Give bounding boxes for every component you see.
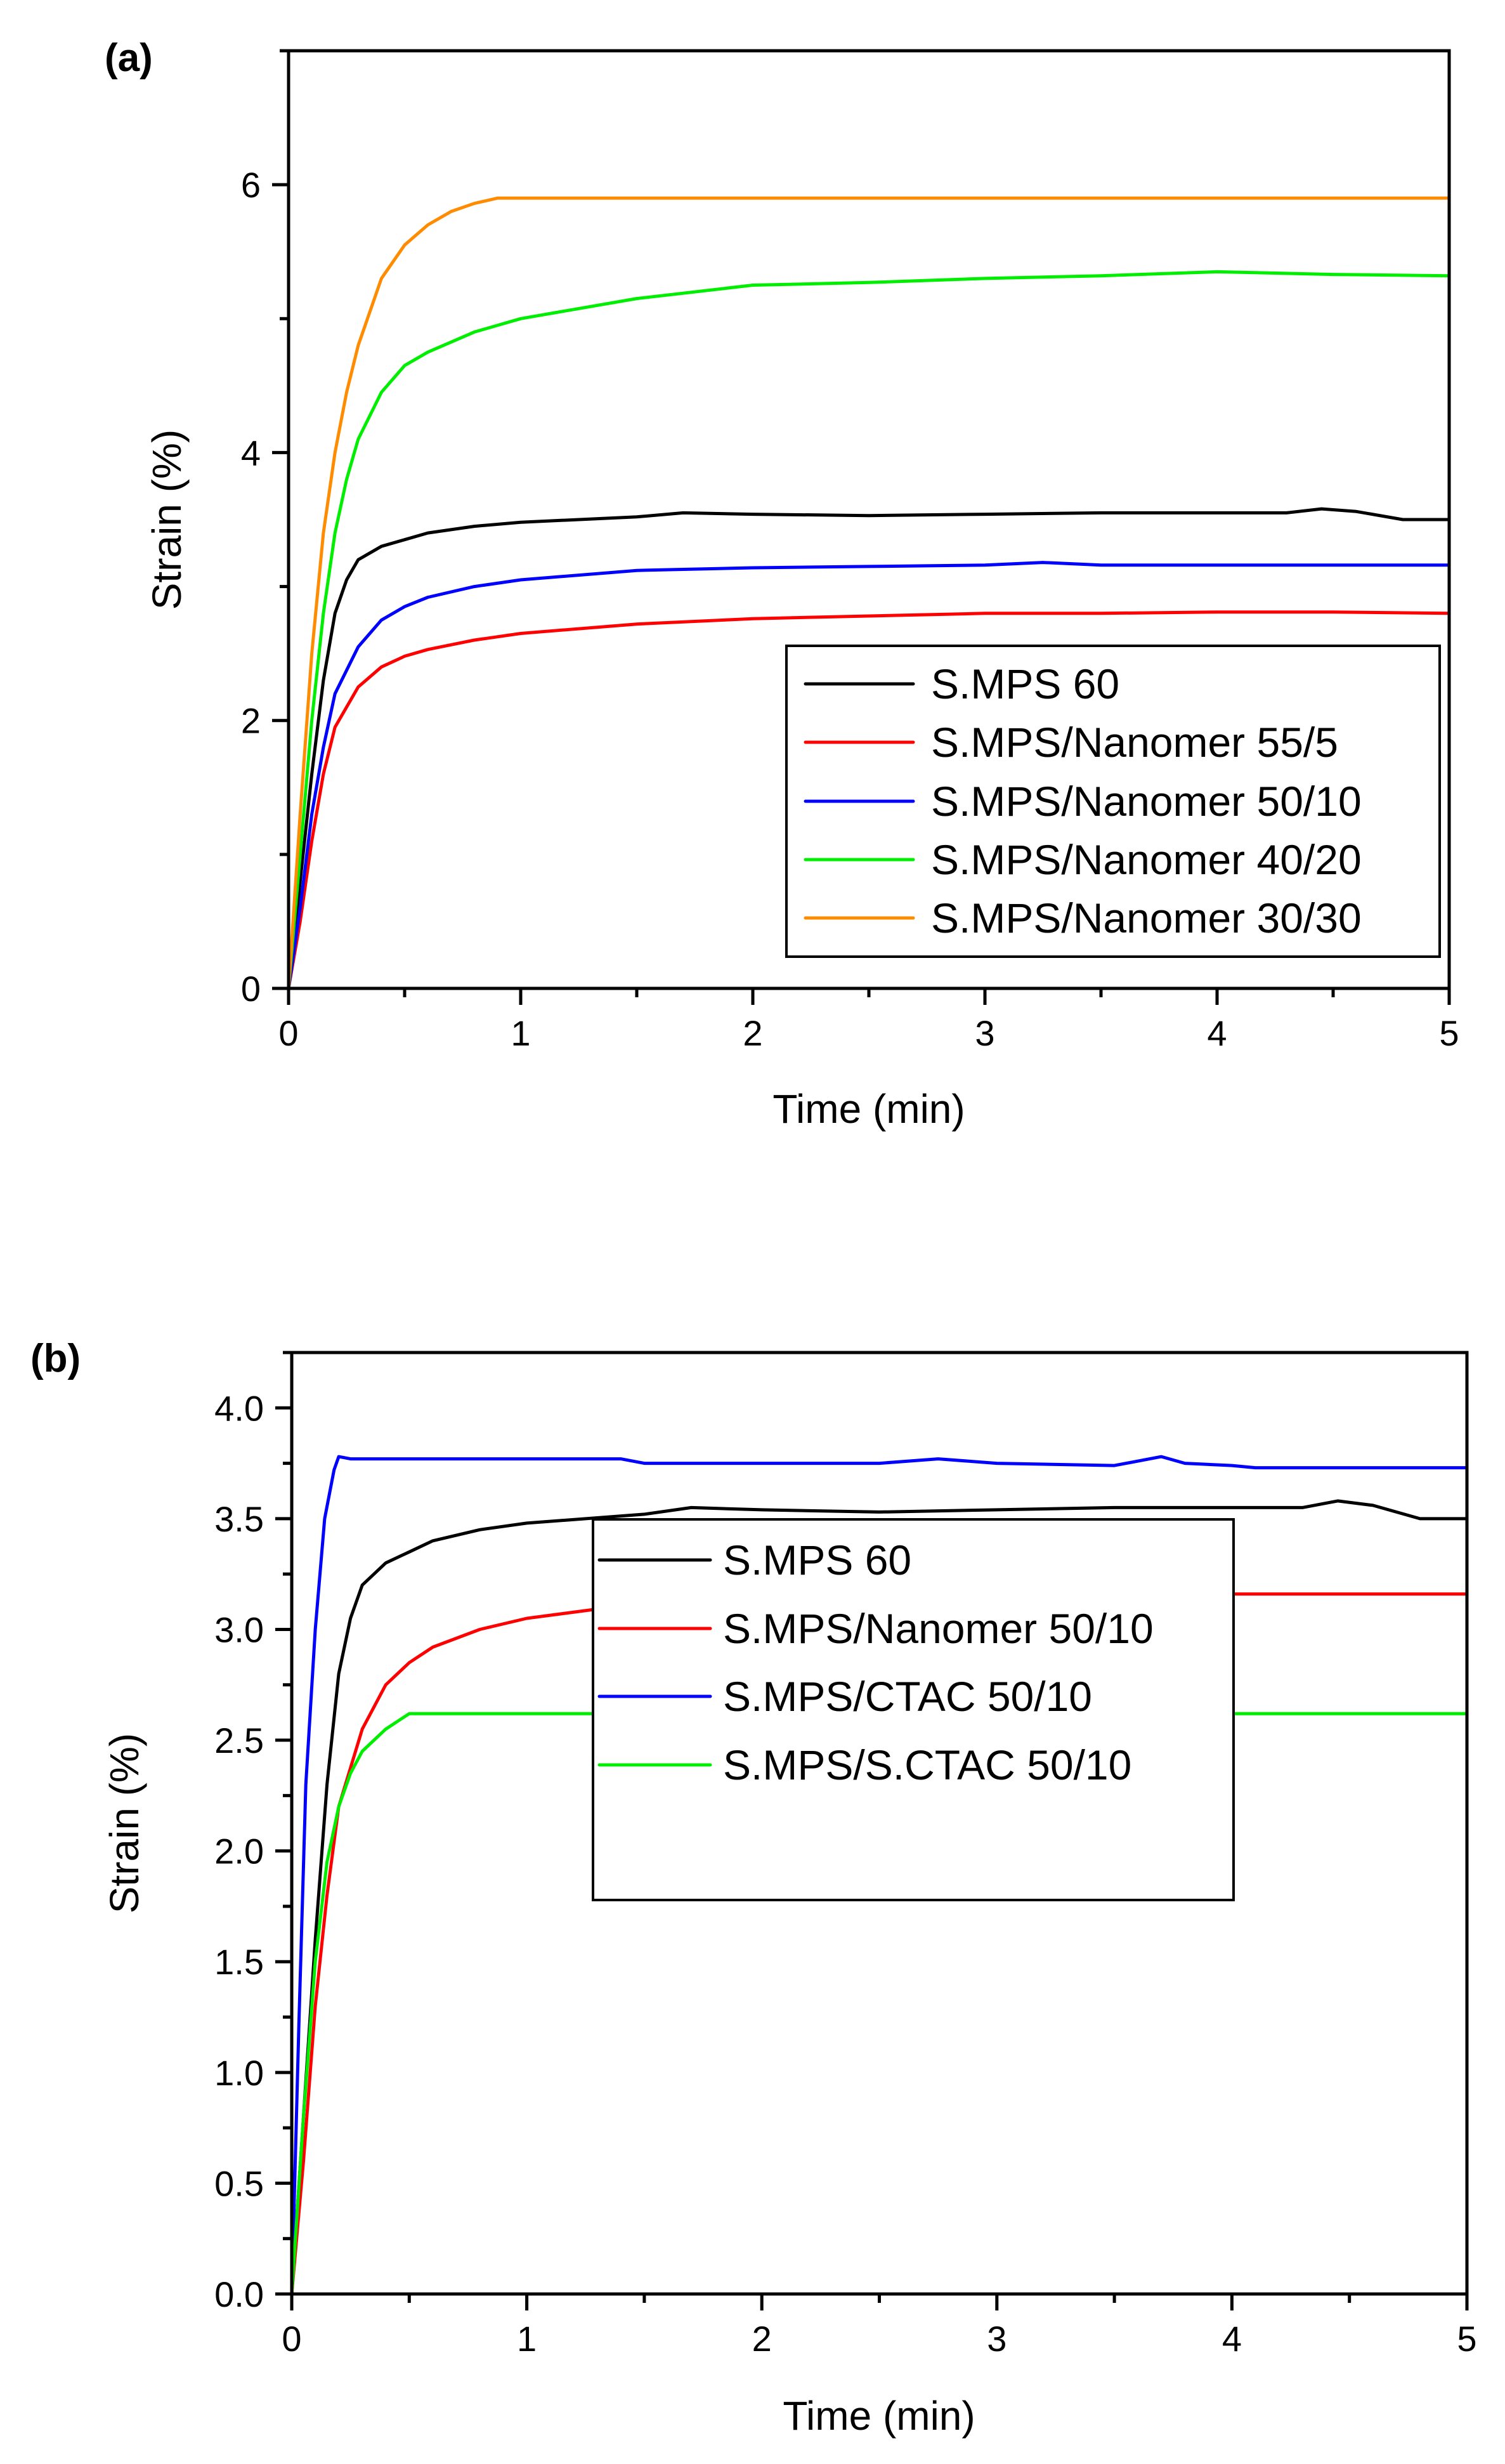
chart-b-legend-label-2: S.MPS/CTAC 50/10	[723, 1673, 1092, 1720]
chart-b-y-tick-label-5: 2.5	[214, 1720, 264, 1760]
chart-b-x-tick-label-1: 1	[517, 2319, 537, 2359]
chart-a-series-group	[287, 196, 1451, 990]
chart-b-y-axis-title: Strain (%)	[101, 1733, 147, 1914]
chart-a-y-tick-label-1: 2	[241, 701, 261, 741]
chart-b-series-line-0	[290, 1499, 1469, 2296]
chart-b-y-tick-label-4: 2.0	[214, 1832, 264, 1871]
chart-a-x-tick-label-1: 1	[511, 1013, 530, 1053]
chart-b-legend-label-3: S.MPS/S.CTAC 50/10	[723, 1741, 1131, 1788]
chart-a-x-tick-label-5: 5	[1439, 1013, 1459, 1053]
chart-a-y-tick-label-0: 0	[241, 969, 261, 1009]
chart-a-series-line-0	[287, 507, 1451, 990]
chart-a-series-line-3	[287, 270, 1451, 990]
chart-a-legend: S.MPS 60 S.MPS/Nanomer 55/5 S.MPS/Nanome…	[785, 645, 1441, 958]
chart-b-legend: S.MPS 60 S.MPS/Nanomer 50/10 S.MPS/CTAC …	[592, 1518, 1235, 1901]
chart-a: (a) 0 1 2 3 4 5 0 2 4 6 Time (min) Strain (%) S.M…	[105, 36, 1459, 1132]
chart-a-axes: 0 1 2 3 4 5 0 2 4 6	[241, 49, 1459, 1053]
chart-a-y-tick-label-2: 4	[241, 433, 261, 473]
chart-a-series-line-4	[287, 196, 1451, 990]
chart-a-legend-label-3: S.MPS/Nanomer 40/20	[931, 836, 1362, 883]
chart-a-x-tick-label-3: 3	[975, 1013, 994, 1053]
chart-b-x-tick-label-0: 0	[282, 2319, 301, 2359]
chart-a-x-axis-title: Time (min)	[772, 1086, 965, 1132]
chart-b-x-tick-label-2: 2	[752, 2319, 772, 2359]
chart-a-x-tick-label-2: 2	[743, 1013, 762, 1053]
chart-b-y-tick-label-6: 3.0	[214, 1609, 264, 1649]
chart-b-legend-label-1: S.MPS/Nanomer 50/10	[723, 1605, 1154, 1652]
chart-a-series-line-2	[287, 561, 1451, 990]
chart-a-panel-label: (a)	[105, 36, 153, 80]
chart-b-series-line-2	[290, 1455, 1469, 2296]
chart-a-y-tick-label-3: 6	[241, 165, 261, 205]
chart-b-legend-label-0: S.MPS 60	[723, 1537, 911, 1583]
chart-b: (b) 0 1 2 3 4 5 0.0 0.5 1.0 1.5 2.0 2.5 3.0 3.5 4.0 Ti…	[30, 1337, 1477, 2439]
chart-a-y-axis-title: Strain (%)	[144, 429, 190, 610]
chart-b-y-tick-label-2: 1.0	[214, 2053, 264, 2093]
chart-b-x-axis-title: Time (min)	[783, 2393, 975, 2439]
chart-a-legend-label-2: S.MPS/Nanomer 50/10	[931, 778, 1362, 825]
chart-a-legend-label-0: S.MPS 60	[931, 660, 1119, 707]
chart-b-y-tick-label-3: 1.5	[214, 1942, 264, 1982]
chart-b-y-tick-label-1: 0.5	[214, 2163, 264, 2203]
chart-a-legend-label-1: S.MPS/Nanomer 55/5	[931, 719, 1338, 766]
chart-b-panel-label: (b)	[30, 1337, 81, 1380]
chart-b-y-tick-label-7: 3.5	[214, 1499, 264, 1539]
chart-b-axes: 0 1 2 3 4 5 0.0 0.5 1.0 1.5 2.0 2.5 3.0 3.5 4.0	[214, 1351, 1477, 2359]
chart-a-series-line-1	[287, 610, 1451, 990]
chart-b-y-tick-label-0: 0.0	[214, 2274, 264, 2314]
chart-b-legend-box	[592, 1518, 1235, 1901]
chart-b-y-tick-label-8: 4.0	[214, 1388, 264, 1428]
chart-b-x-tick-label-3: 3	[987, 2319, 1007, 2359]
chart-a-legend-label-4: S.MPS/Nanomer 30/30	[931, 895, 1362, 941]
chart-b-x-tick-label-5: 5	[1457, 2319, 1476, 2359]
chart-b-x-tick-label-4: 4	[1222, 2319, 1242, 2359]
chart-a-x-tick-label-0: 0	[278, 1013, 298, 1053]
chart-a-x-tick-label-4: 4	[1207, 1013, 1227, 1053]
